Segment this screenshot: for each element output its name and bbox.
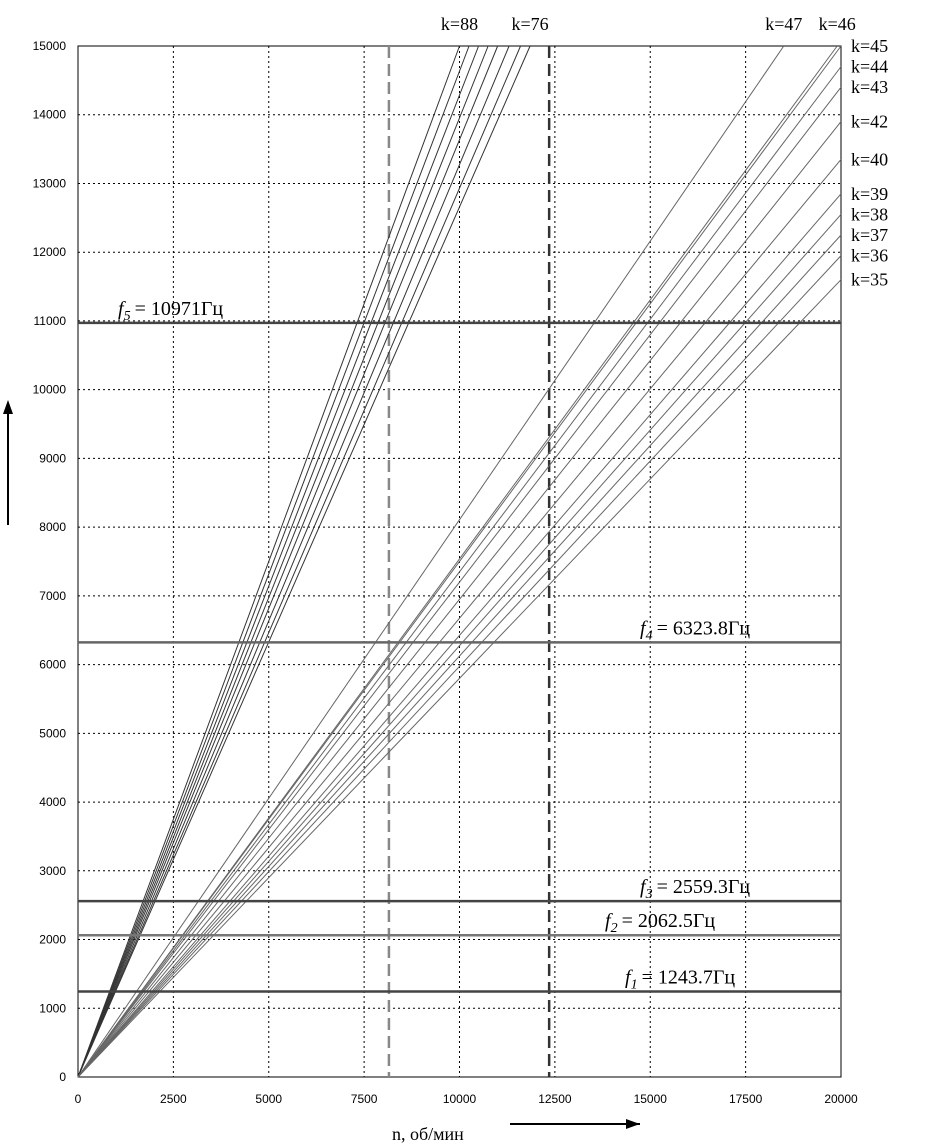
y-tick-label: 15000	[33, 39, 67, 53]
curve-label: k=40	[851, 149, 888, 169]
curve-label: k=35	[851, 270, 888, 290]
x-tick-label: 12500	[538, 1092, 572, 1106]
k-curve	[77, 214, 842, 1078]
curve-label: k=44	[851, 57, 888, 77]
k-curve	[77, 45, 480, 1078]
y-tick-label: 1000	[39, 1001, 66, 1015]
frequency-text: = 2062.5Гц	[622, 910, 716, 932]
frequency-symbol: f	[118, 298, 126, 320]
frequency-symbol: f	[640, 876, 648, 898]
frequency-label: f5 = 10971Гц	[118, 298, 223, 324]
x-tick-label: 7500	[351, 1092, 378, 1106]
k-curve	[77, 45, 489, 1078]
curve-label: k=42	[851, 112, 888, 132]
k-curve	[77, 279, 842, 1078]
y-tick-label: 3000	[39, 864, 66, 878]
k-curve	[77, 45, 838, 1078]
frequency-label: f1 = 1243.7Гц	[625, 967, 735, 993]
x-tick-label: 2500	[160, 1092, 187, 1106]
frequency-text: = 2559.3Гц	[657, 876, 751, 898]
y-tick-label: 2000	[39, 933, 66, 947]
k-curve	[77, 159, 842, 1078]
frequency-label: f2 = 2062.5Гц	[605, 910, 715, 936]
x-tick-label: 15000	[634, 1092, 668, 1106]
x-arrow-head	[626, 1119, 640, 1129]
k-curve	[77, 45, 510, 1078]
k-curve	[77, 234, 842, 1078]
k-curve	[77, 45, 499, 1078]
k-curve	[77, 193, 842, 1078]
y-tick-label: 11000	[34, 314, 67, 328]
y-tick-label: 12000	[33, 245, 67, 259]
frequency-text: = 6323.8Гц	[657, 617, 751, 639]
x-tick-label: 20000	[824, 1092, 858, 1106]
k-curve	[77, 66, 842, 1078]
y-tick-label: 9000	[39, 451, 66, 465]
frequency-index: 3	[645, 887, 653, 902]
x-tick-label: 17500	[729, 1092, 763, 1106]
curve-label: k=39	[851, 184, 888, 204]
y-tick-label: 0	[59, 1070, 66, 1084]
y-tick-label: 8000	[39, 520, 66, 534]
frequency-index: 5	[124, 309, 131, 324]
curve-label: k=88	[441, 14, 478, 34]
frequency-symbol: f	[625, 967, 633, 989]
curve-label: k=46	[819, 14, 856, 34]
frequency-symbol: f	[640, 617, 648, 639]
curve-label: k=37	[851, 225, 888, 245]
curve-label: k=76	[511, 14, 548, 34]
k-curve	[77, 45, 460, 1078]
frequency-label: f3 = 2559.3Гц	[640, 876, 750, 902]
curve-label: k=45	[851, 36, 888, 56]
k-curve	[77, 255, 842, 1078]
y-tick-label: 13000	[33, 176, 67, 190]
frequency-label: f4 = 6323.8Гц	[640, 617, 750, 643]
y-tick-label: 4000	[39, 795, 66, 809]
frequency-index: 4	[646, 628, 653, 643]
k-curve	[77, 45, 785, 1078]
x-tick-label: 5000	[255, 1092, 282, 1106]
y-tick-label: 10000	[33, 383, 67, 397]
k-curve	[77, 121, 842, 1078]
curve-label: k=43	[851, 77, 888, 97]
y-tick-label: 7000	[39, 589, 66, 603]
k-curve	[77, 45, 470, 1078]
k-curve	[77, 45, 531, 1078]
curve-label: k=38	[851, 204, 888, 224]
frequency-index: 1	[631, 978, 638, 993]
frequency-index: 2	[611, 921, 618, 936]
frequency-text: = 10971Гц	[135, 298, 224, 320]
y-tick-label: 6000	[39, 658, 66, 672]
x-tick-label: 10000	[443, 1092, 477, 1106]
y-tick-label: 14000	[33, 108, 67, 122]
x-axis-label: n, об/мин	[392, 1124, 464, 1144]
y-tick-label: 5000	[39, 726, 66, 740]
k-curve	[77, 45, 842, 1078]
x-tick-label: 0	[75, 1092, 82, 1106]
k-curve	[77, 86, 842, 1078]
k-curve	[77, 45, 521, 1078]
y-arrow-head	[3, 400, 13, 414]
frequency-text: = 1243.7Гц	[642, 967, 736, 989]
curve-label: k=36	[851, 246, 888, 266]
curve-label: k=47	[765, 14, 802, 34]
frequency-symbol: f	[605, 910, 613, 932]
